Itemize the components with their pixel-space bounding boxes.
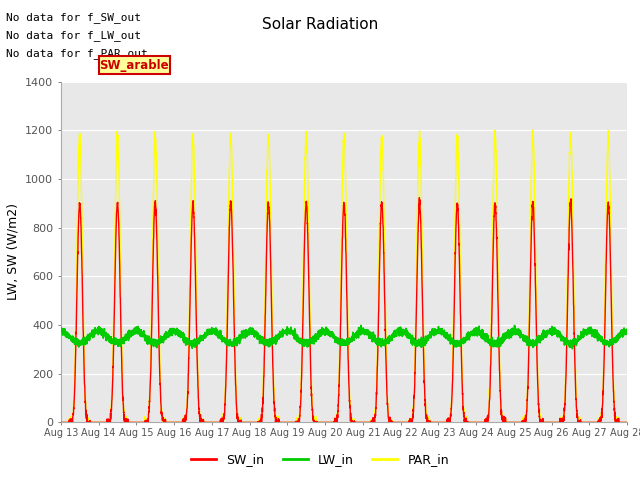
- Text: SW_arable: SW_arable: [100, 59, 169, 72]
- Legend: SW_in, LW_in, PAR_in: SW_in, LW_in, PAR_in: [186, 448, 454, 471]
- Text: No data for f_PAR_out: No data for f_PAR_out: [6, 48, 148, 60]
- Y-axis label: LW, SW (W/m2): LW, SW (W/m2): [6, 204, 19, 300]
- Text: Solar Radiation: Solar Radiation: [262, 17, 378, 32]
- Text: No data for f_SW_out: No data for f_SW_out: [6, 12, 141, 23]
- Text: No data for f_LW_out: No data for f_LW_out: [6, 30, 141, 41]
